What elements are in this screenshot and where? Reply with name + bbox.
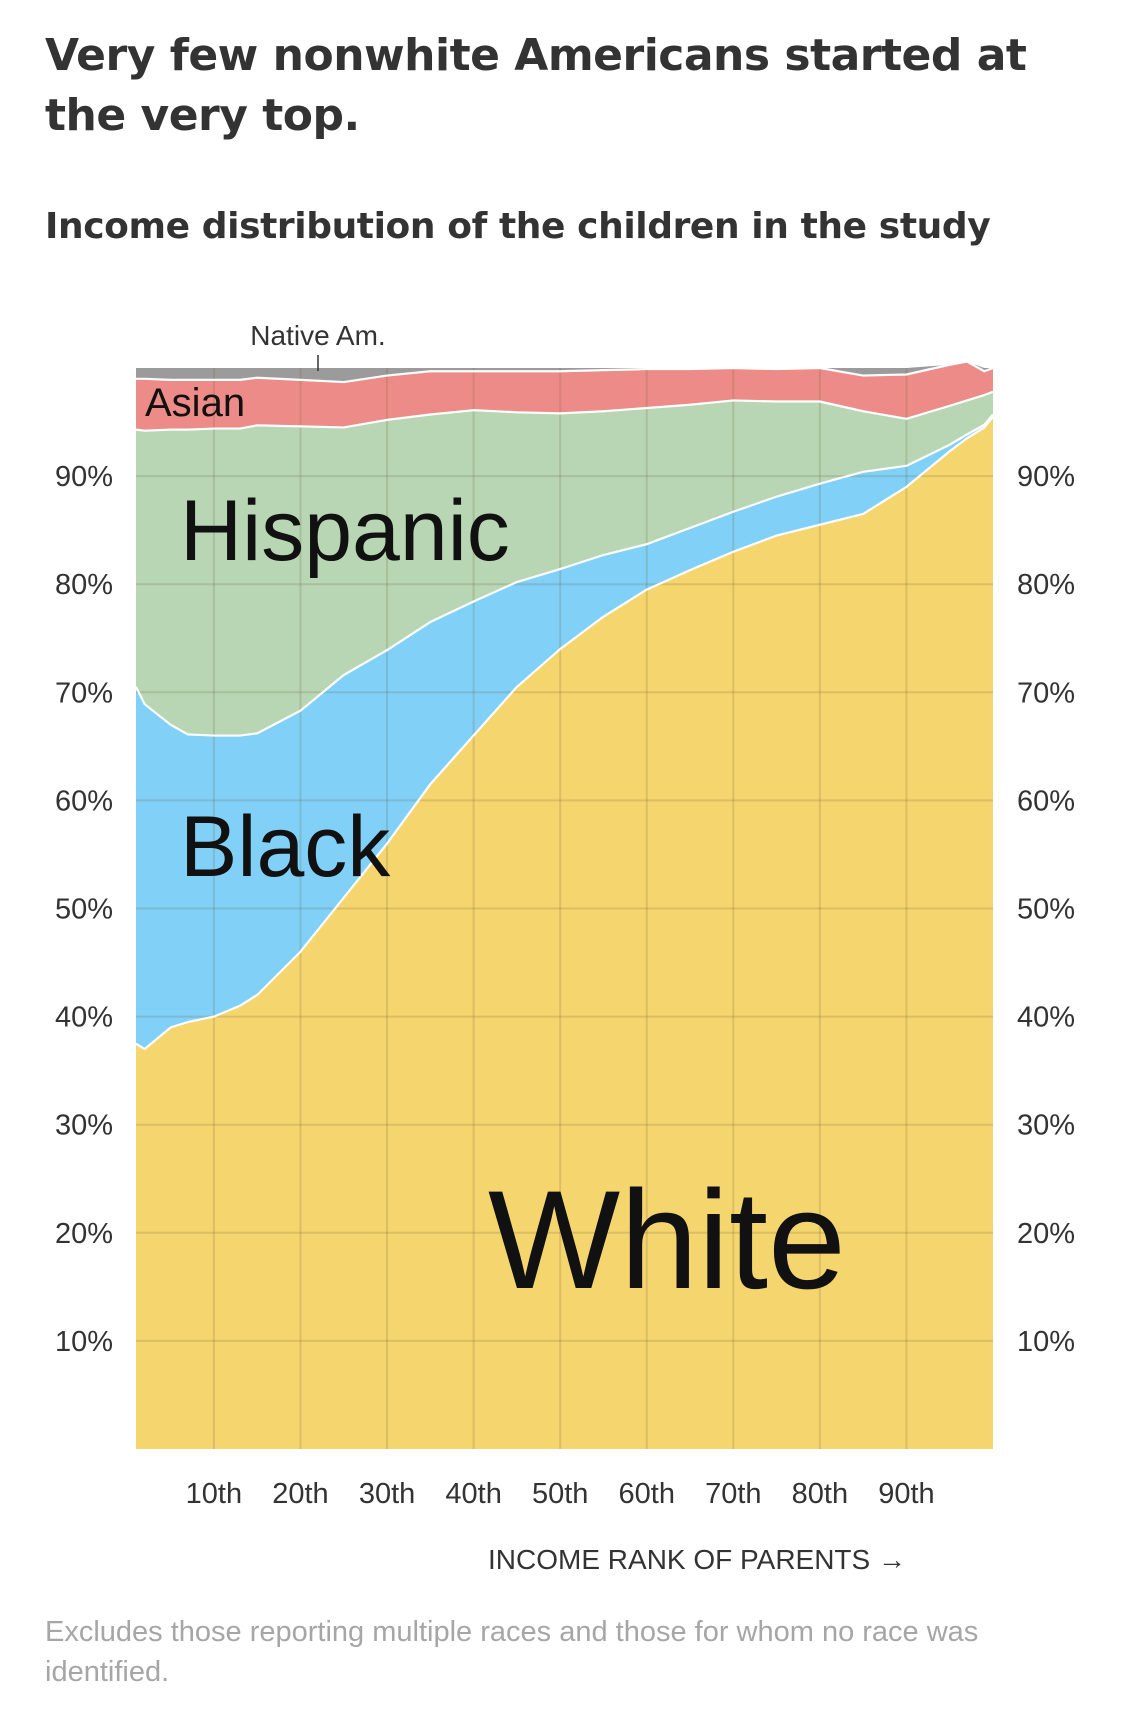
area-black: [136, 414, 993, 1050]
y-tick-label-left: 40%: [55, 1002, 113, 1034]
label-asian: Asian: [145, 381, 245, 425]
label-native-am: Native Am.: [250, 320, 385, 351]
x-tick-label: 60th: [619, 1478, 675, 1510]
y-tick-label-left: 20%: [55, 1218, 113, 1250]
y-tick-label-right: 90%: [1017, 461, 1075, 493]
x-axis-label: INCOME RANK OF PARENTS →: [488, 1544, 906, 1575]
boundary-asian: [136, 360, 994, 384]
boundary-white: [135, 415, 994, 1051]
x-tick-label: 90th: [878, 1478, 934, 1510]
area-labels: Native Am.Asian Hispanic Black White: [145, 320, 846, 1318]
y-tick-label-left: 30%: [55, 1110, 113, 1142]
x-tick-label: 20th: [272, 1478, 328, 1510]
y-tick-label-left: 70%: [55, 677, 113, 709]
x-tick-label: 70th: [705, 1478, 761, 1510]
y-tick-label-right: 70%: [1017, 677, 1075, 709]
chart-areas: [136, 361, 993, 1449]
y-tick-label-right: 30%: [1017, 1110, 1075, 1142]
x-tick-label: 30th: [359, 1478, 415, 1510]
footnote: Excludes those reporting multiple races …: [45, 1616, 979, 1688]
y-tick-label-right: 20%: [1017, 1218, 1075, 1250]
x-tick-label: 50th: [532, 1478, 588, 1510]
y-axis-tick-labels: 10% 10% 20% 20% 30% 30% 40% 40% 50% 50% 60% 60% 70% 7…: [55, 461, 1075, 1358]
label-black: Black: [180, 799, 391, 895]
headline: Very few nonwhite Americans started at t…: [45, 30, 1027, 141]
series-boundaries: [135, 360, 994, 1051]
subhead: Income distribution of the children in t…: [45, 206, 991, 247]
y-tick-label-left: 50%: [55, 894, 113, 926]
label-hispanic: Hispanic: [180, 483, 510, 579]
y-tick-label-right: 60%: [1017, 785, 1075, 817]
y-tick-label-right: 40%: [1017, 1002, 1075, 1034]
y-tick-label-right: 10%: [1017, 1326, 1075, 1358]
x-tick-label: 10th: [186, 1478, 242, 1510]
boundary-hispanic: [135, 390, 994, 432]
boundary-black: [135, 413, 994, 737]
stacked-area-chart: 10% 10% 20% 20% 30% 30% 40% 40% 50% 50% 60% 60% 70% 7…: [55, 320, 1075, 1575]
y-tick-label-left: 10%: [55, 1326, 113, 1358]
y-tick-label-right: 80%: [1017, 569, 1075, 601]
label-white: White: [488, 1161, 846, 1318]
x-tick-label: 40th: [445, 1478, 501, 1510]
x-tick-label: 80th: [792, 1478, 848, 1510]
y-tick-label-left: 90%: [55, 461, 113, 493]
area-white: [136, 416, 993, 1449]
x-axis-tick-labels: 10th 20th 30th 40th 50th 60th 70th 80th 90th: [186, 1478, 935, 1510]
area-asian: [136, 361, 993, 431]
y-tick-label-left: 80%: [55, 569, 113, 601]
y-tick-label-right: 50%: [1017, 894, 1075, 926]
area-native_am: [136, 361, 993, 383]
y-tick-label-left: 60%: [55, 785, 113, 817]
area-hispanic: [136, 391, 993, 736]
